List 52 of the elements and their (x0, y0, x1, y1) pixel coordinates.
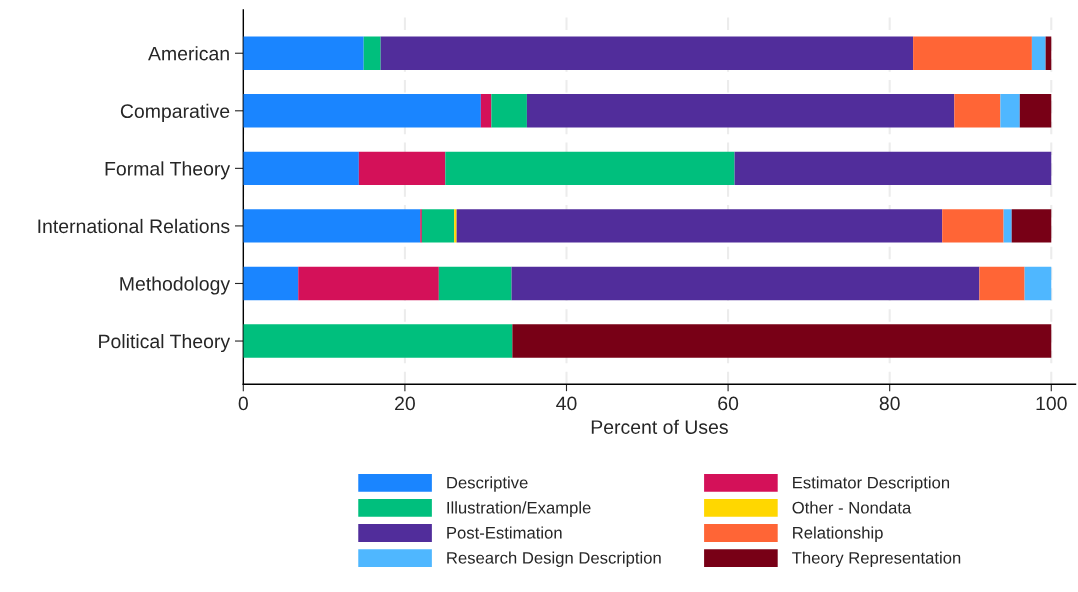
bar (363, 36, 381, 70)
legend-label: Relationship (793, 526, 883, 542)
bar (512, 324, 1052, 358)
legend-label: Post-Estimation (447, 526, 562, 539)
bar (1019, 94, 1052, 128)
x-axis-title: Percent of Uses (591, 419, 728, 434)
x-tick-label: 0 (238, 396, 248, 411)
bar (438, 266, 512, 301)
bar (1024, 266, 1052, 301)
x-tick-label: 100 (1036, 396, 1067, 411)
x-tick-label: 80 (879, 396, 900, 411)
bar (456, 209, 943, 243)
legend-label: Descriptive (447, 476, 528, 492)
bar (942, 209, 1004, 243)
y-tick-label: International Relations (38, 218, 230, 234)
bar (243, 94, 481, 128)
x-tick-label: 60 (718, 396, 739, 411)
bar (1000, 94, 1020, 128)
bar (243, 266, 299, 301)
bar (421, 209, 455, 243)
bar (734, 151, 1052, 186)
y-tick-label: American (148, 46, 229, 61)
bar (454, 209, 457, 243)
y-tick-label: Methodology (120, 276, 231, 295)
bar (1003, 209, 1012, 243)
bar (445, 151, 735, 186)
bar (480, 94, 492, 128)
bar (913, 36, 1032, 70)
bar (511, 266, 980, 301)
x-tick-label: 20 (395, 396, 415, 411)
bar (380, 36, 914, 70)
bar (491, 94, 527, 128)
bar (243, 324, 513, 358)
bar (298, 266, 439, 301)
bar (1011, 209, 1052, 243)
bar (954, 94, 1001, 128)
bar (979, 266, 1025, 301)
legend-label: Estimator Description (793, 476, 950, 492)
y-tick-label: Comparative (120, 103, 230, 122)
bar (526, 94, 955, 128)
legend-label: Illustration/Example (447, 501, 591, 517)
bar (358, 151, 446, 186)
legend-label: Research Design Description (447, 551, 661, 568)
legend-label: Theory Representation (792, 551, 961, 568)
bar (243, 151, 359, 186)
y-tick-label: Formal Theory (105, 161, 231, 180)
legend-label: Other - Nondata (792, 501, 912, 514)
y-tick-label: Political Theory (99, 333, 231, 353)
bar (1031, 36, 1046, 70)
bar (243, 36, 364, 70)
x-tick-label: 40 (556, 396, 577, 411)
bar (243, 209, 421, 243)
